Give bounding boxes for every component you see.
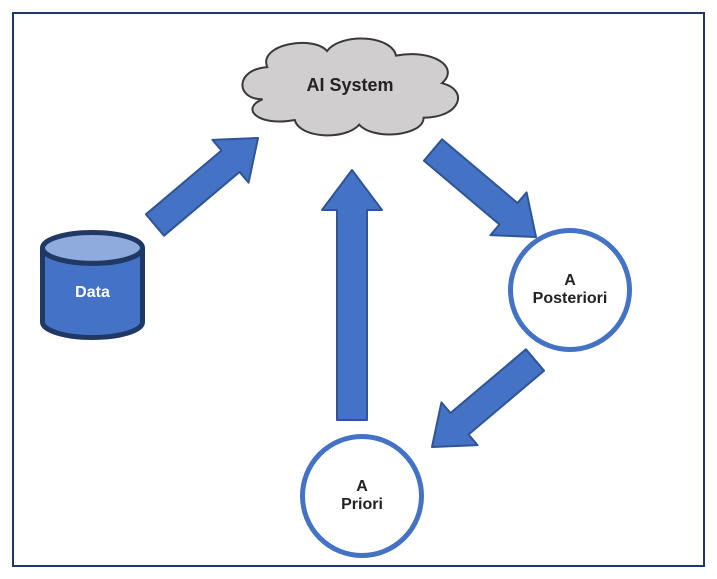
diagram-stage: AI System Data A Posteriori A Priori (0, 0, 717, 579)
a-priori-line2: Priori (341, 496, 383, 513)
a-posteriori-line2: Posteriori (533, 290, 608, 307)
priori-to-cloud (322, 170, 382, 420)
a-priori-label: A Priori (341, 478, 383, 515)
ai-system-cloud: AI System (235, 28, 465, 143)
a-priori-node: A Priori (300, 434, 424, 558)
a-posteriori-line1: A (564, 272, 576, 289)
posteriori-to-priori (414, 339, 553, 469)
data-cylinder: Data (40, 230, 145, 340)
ai-system-label: AI System (235, 28, 465, 143)
a-priori-line1: A (356, 478, 368, 495)
a-posteriori-label: A Posteriori (533, 272, 608, 309)
a-posteriori-node: A Posteriori (508, 228, 632, 352)
data-label: Data (40, 261, 145, 325)
